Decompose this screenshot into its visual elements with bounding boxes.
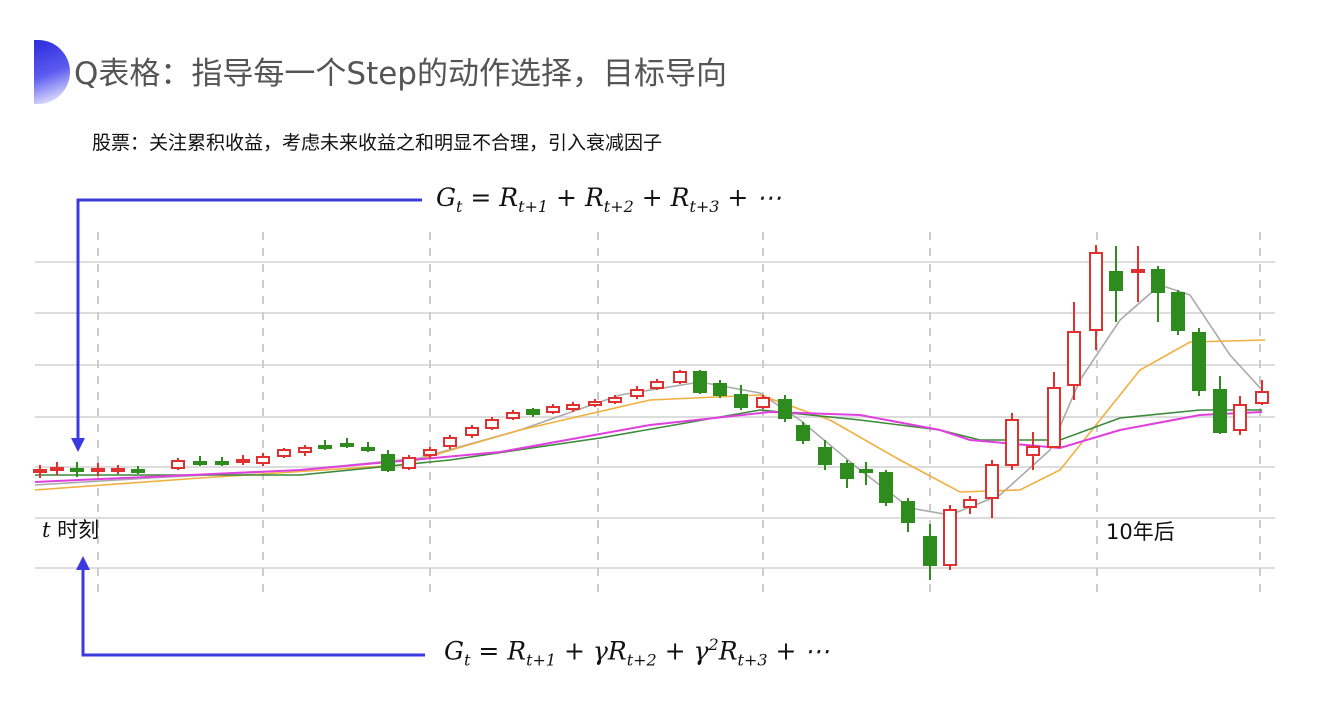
candle-down (318, 445, 332, 449)
candle-up (630, 389, 644, 397)
candle-down (778, 399, 792, 419)
ma-line-orange (34, 339, 1266, 493)
candle-up (1026, 446, 1040, 456)
candle-up (465, 427, 479, 436)
arrow-down-icon (71, 438, 85, 452)
candle-down (923, 536, 937, 566)
slide-title: Q表格：指导每一个Step的动作选择，目标导向 (74, 56, 727, 92)
candle-up (506, 412, 520, 419)
candle-down (818, 447, 832, 465)
candle-down (215, 461, 229, 465)
candle-up (588, 401, 602, 406)
candle-down (70, 468, 84, 472)
candle-up (650, 381, 664, 389)
candle-up (423, 449, 437, 456)
candle-up (1233, 404, 1247, 431)
candle-up (1255, 391, 1269, 404)
candle-down (859, 469, 873, 473)
arrow-line-bottom (81, 568, 425, 657)
candle-up (91, 468, 105, 472)
candle-down (526, 409, 540, 415)
candle-up (673, 371, 687, 383)
candle-up (1067, 331, 1081, 386)
candle-down (361, 447, 375, 451)
candle-up (985, 464, 999, 499)
candle-up (608, 397, 622, 403)
candle-up (402, 457, 416, 469)
candle-up (546, 406, 560, 413)
candle-down (693, 371, 707, 393)
candle-up (171, 460, 185, 469)
candle-down (840, 463, 854, 479)
candle-down (193, 461, 207, 465)
candle-down (131, 469, 145, 473)
candle-up (756, 397, 770, 408)
candle-up (33, 469, 47, 473)
candle-down (381, 454, 395, 471)
candle-up (50, 467, 64, 471)
candle-up (443, 437, 457, 447)
candle-up (277, 449, 291, 457)
ma-line-magenta (34, 410, 1263, 483)
formula-undiscounted: Gt = Rt+1 + Rt+2 + Rt+3 + ⋯ (436, 183, 782, 216)
candle-up (485, 419, 499, 429)
candle-down (1151, 269, 1165, 293)
ma-line-green (35, 409, 1262, 476)
candle-up (1047, 387, 1061, 448)
candle-up (1005, 419, 1019, 466)
candle-up (566, 404, 580, 410)
slide-subtitle: 股票：关注累积收益，考虑未来收益之和明显不合理，引入衰减因子 (92, 132, 663, 154)
formula-discounted: Gt = Rt+1 + γRt+2 + γ2Rt+3 + ⋯ (444, 635, 830, 670)
candle-down (1192, 332, 1206, 391)
arrow-up-icon (76, 556, 90, 570)
candle-down (1171, 292, 1185, 331)
candle-up (943, 509, 957, 566)
candle-down (1213, 389, 1227, 433)
candle-down (340, 443, 354, 447)
candle-up (111, 468, 125, 472)
candle-up (256, 456, 270, 464)
candle-up (298, 447, 312, 453)
candle-up (1089, 252, 1103, 331)
candle-up (1131, 269, 1145, 273)
candle-up (963, 499, 977, 508)
candle-down (796, 425, 810, 441)
candle-down (901, 501, 915, 523)
candle-up (236, 459, 250, 463)
arrow-line-top (76, 198, 422, 440)
candle-down (713, 383, 727, 396)
candle-down (734, 394, 748, 408)
candle-down (879, 472, 893, 503)
ten-years-later-label: 10年后 (1106, 520, 1175, 544)
candle-down (1109, 271, 1123, 291)
time-t-label: t 时刻 (42, 518, 100, 542)
